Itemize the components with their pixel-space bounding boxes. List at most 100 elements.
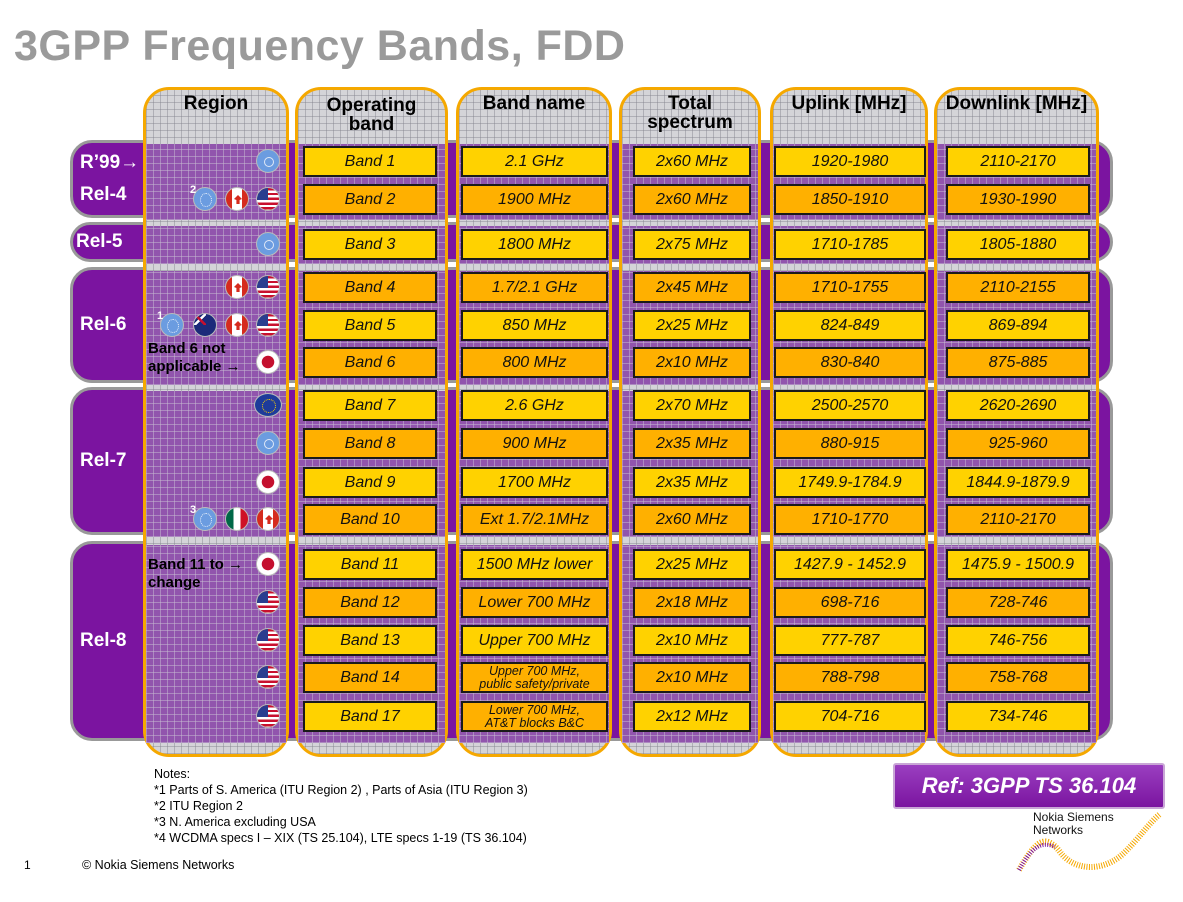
cell-name: 1900 MHz: [461, 184, 608, 215]
cell-uplink: 2500-2570: [774, 390, 926, 421]
cell-downlink: 2620-2690: [946, 390, 1090, 421]
cell-spectrum: 2x60 MHz: [633, 184, 751, 215]
flag-us-icon: [256, 704, 280, 728]
cell-band: Band 6: [303, 347, 437, 378]
column-header: Uplink [MHz]: [773, 94, 925, 113]
column-header-line: Uplink [MHz]: [791, 93, 907, 114]
cell-name: Lower 700 MHz: [461, 587, 608, 618]
cell-uplink: 777-787: [774, 625, 926, 656]
cell-band: Band 3: [303, 229, 437, 260]
cell-uplink: 1710-1770: [774, 504, 926, 535]
cell-spectrum: 2x75 MHz: [633, 229, 751, 260]
release-label: Rel-7: [80, 450, 127, 471]
cell-spectrum: 2x10 MHz: [633, 662, 751, 693]
column-header-line: band: [348, 114, 395, 135]
cell-downlink: 1844.9-1879.9: [946, 467, 1090, 498]
flag-jp-icon: [256, 552, 280, 576]
cell-uplink: 698-716: [774, 587, 926, 618]
note-3: *3 N. America excluding USA: [154, 815, 316, 829]
notes-heading: Notes:: [154, 767, 191, 781]
flag-eu-icon: [254, 393, 282, 417]
cell-uplink: 1427.9 - 1452.9: [774, 549, 926, 580]
cell-uplink: 1749.9-1784.9: [774, 467, 926, 498]
region-note: Band 11 to → change: [148, 556, 243, 592]
cell-spectrum: 2x10 MHz: [633, 347, 751, 378]
cell-name: Upper 700 MHz, public safety/private: [461, 662, 608, 693]
footnote-marker: 3: [190, 504, 197, 516]
column-header: Operating band: [298, 96, 445, 134]
cell-band: Band 17: [303, 701, 437, 732]
cell-name: 800 MHz: [461, 347, 608, 378]
column-header: Downlink [MHz]: [937, 94, 1096, 113]
cell-band: Band 11: [303, 549, 437, 580]
cell-spectrum: 2x60 MHz: [633, 146, 751, 177]
flag-un-icon: [256, 149, 280, 173]
flag-itu-icon: [160, 313, 184, 337]
flag-ca-icon: [225, 275, 249, 299]
cell-band: Band 1: [303, 146, 437, 177]
release-label: Rel-6: [80, 314, 127, 335]
cell-spectrum: 2x12 MHz: [633, 701, 751, 732]
flag-us-icon: [256, 665, 280, 689]
release-label: Rel-8: [80, 630, 127, 651]
cell-downlink: 746-756: [946, 625, 1090, 656]
cell-name: 1800 MHz: [461, 229, 608, 260]
flag-us-icon: [256, 590, 280, 614]
cell-band: Band 13: [303, 625, 437, 656]
cell-band: Band 9: [303, 467, 437, 498]
cell-downlink: 2110-2170: [946, 504, 1090, 535]
cell-band: Band 10: [303, 504, 437, 535]
company-logo-wave-icon: [1016, 812, 1162, 872]
cell-name: 900 MHz: [461, 428, 608, 459]
cell-spectrum: 2x10 MHz: [633, 625, 751, 656]
column-header: Total spectrum: [622, 94, 758, 132]
note-4: *4 WCDMA specs I – XIX (TS 25.104), LTE …: [154, 831, 527, 845]
cell-downlink: 1805-1880: [946, 229, 1090, 260]
cell-band: Band 4: [303, 272, 437, 303]
cell-name: 2.1 GHz: [461, 146, 608, 177]
page-number: 1: [24, 858, 31, 872]
flag-itu-icon: [193, 507, 217, 531]
flag-us-icon: [256, 313, 280, 337]
cell-downlink: 2110-2170: [946, 146, 1090, 177]
column-header: Band name: [459, 94, 609, 113]
reference-box: Ref: 3GPP TS 36.104: [893, 763, 1165, 809]
cell-downlink: 734-746: [946, 701, 1090, 732]
flag-un-icon: [256, 232, 280, 256]
cell-uplink: 704-716: [774, 701, 926, 732]
cell-band: Band 14: [303, 662, 437, 693]
release-label: Rel-4: [80, 184, 127, 205]
cell-uplink: 1920-1980: [774, 146, 926, 177]
cell-name: 850 MHz: [461, 310, 608, 341]
cell-name: Ext 1.7/2.1MHz: [461, 504, 608, 535]
cell-name: Upper 700 MHz: [461, 625, 608, 656]
cell-band: Band 7: [303, 390, 437, 421]
cell-spectrum: 2x70 MHz: [633, 390, 751, 421]
cell-spectrum: 2x25 MHz: [633, 310, 751, 341]
cell-uplink: 1710-1785: [774, 229, 926, 260]
column-header-line: Band name: [482, 93, 586, 114]
slide-title: 3GPP Frequency Bands, FDD: [14, 22, 626, 70]
notes: Notes: *1 Parts of S. America (ITU Regio…: [154, 766, 528, 846]
flag-itu-icon: [193, 187, 217, 211]
cell-downlink: 1930-1990: [946, 184, 1090, 215]
cell-band: Band 12: [303, 587, 437, 618]
cell-name: Lower 700 MHz, AT&T blocks B&C: [461, 701, 608, 732]
column-header-line: Total: [668, 93, 712, 114]
cell-downlink: 875-885: [946, 347, 1090, 378]
cell-band: Band 2: [303, 184, 437, 215]
cell-spectrum: 2x18 MHz: [633, 587, 751, 618]
footnote-marker: 2: [190, 184, 197, 196]
region-note-line: Band 11 to →: [148, 556, 244, 573]
flag-ca-icon: [256, 507, 280, 531]
cell-name: 2.6 GHz: [461, 390, 608, 421]
column-header-line: Region: [183, 93, 249, 114]
cell-downlink: 758-768: [946, 662, 1090, 693]
flag-au-icon: [193, 313, 217, 337]
region-note: Band 6 not applicable →: [148, 340, 241, 376]
column-header-line: Operating: [326, 95, 417, 116]
cell-uplink: 1850-1910: [774, 184, 926, 215]
region-note-line: change: [148, 574, 201, 591]
cell-name: 1.7/2.1 GHz: [461, 272, 608, 303]
logo-line-2: Networks: [1033, 823, 1084, 837]
